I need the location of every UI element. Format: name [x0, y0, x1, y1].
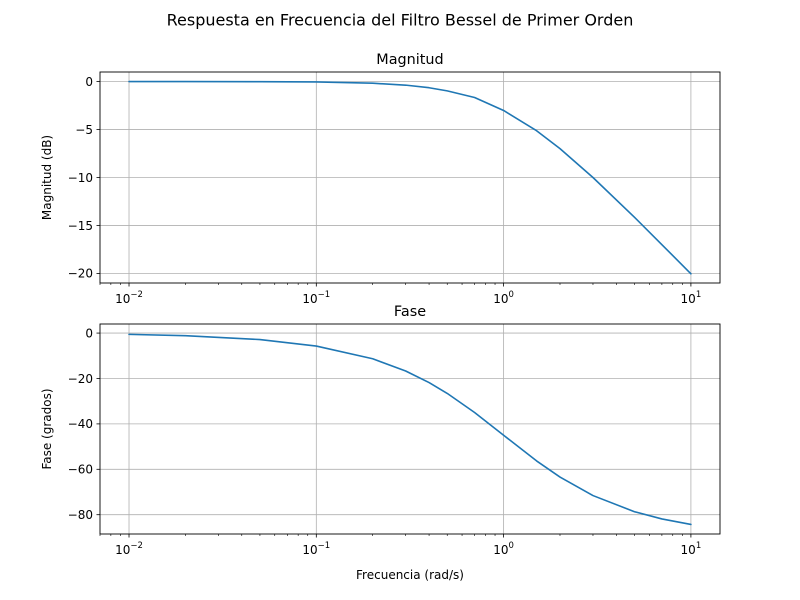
- phase-xtick-base: 10: [493, 543, 508, 557]
- magnitude-xtick-base: 10: [493, 292, 508, 306]
- magnitude-xtick-label: 10−1: [302, 290, 330, 306]
- phase-title: Fase: [394, 304, 426, 320]
- phase-xtick-exponent: −2: [130, 541, 143, 551]
- phase-xtick-exponent: 1: [696, 541, 701, 551]
- phase-xtick-exponent: 0: [509, 541, 514, 551]
- magnitude-xtick-exponent: 1: [696, 290, 701, 300]
- magnitude-ytick-label: 0: [85, 75, 93, 89]
- phase-xtick-label: 100: [493, 541, 514, 557]
- magnitude-xtick-base: 10: [302, 292, 317, 306]
- phase-axes-frame: [99, 323, 721, 535]
- phase-series-line: [128, 333, 692, 526]
- magnitude-ytick-label: −10: [68, 171, 93, 185]
- phase-ytick-label: −20: [68, 372, 93, 386]
- phase-ytick-label: −80: [68, 508, 93, 522]
- magnitude-xtick-label: 101: [681, 290, 702, 306]
- magnitude-xtick-label: 10−2: [115, 290, 143, 306]
- magnitude-xtick-base: 10: [681, 292, 696, 306]
- phase-xlabel: Frecuencia (rad/s): [356, 568, 464, 582]
- phase-ytick-label: −60: [68, 463, 93, 477]
- phase-ytick-label: −40: [68, 417, 93, 431]
- magnitude-xtick-label: 100: [493, 290, 514, 306]
- magnitude-ylabel: Magnitud (dB): [40, 135, 54, 220]
- phase-ylabel: Fase (grados): [40, 388, 54, 469]
- figure-suptitle: Respuesta en Frecuencia del Filtro Besse…: [167, 11, 634, 30]
- phase-xtick-label: 10−2: [115, 541, 143, 557]
- magnitude-xtick-exponent: 0: [509, 290, 514, 300]
- phase-xtick-base: 10: [302, 543, 317, 557]
- magnitude-xtick-exponent: −1: [318, 290, 331, 300]
- magnitude-ytick-label: −20: [68, 267, 93, 281]
- phase-xtick-label: 10−1: [302, 541, 330, 557]
- magnitude-title: Magnitud: [376, 52, 443, 68]
- phase-ytick-label: 0: [85, 326, 93, 340]
- phase-xtick-base: 10: [115, 543, 130, 557]
- phase-xtick-base: 10: [681, 543, 696, 557]
- magnitude-series-line: [128, 80, 692, 275]
- phase-xtick-exponent: −1: [318, 541, 331, 551]
- magnitude-xtick-base: 10: [115, 292, 130, 306]
- phase-xtick-label: 101: [681, 541, 702, 557]
- magnitude-axes: 10−2 10−1 100 1010−5−10−15−20MagnitudMagnit…: [40, 52, 721, 306]
- magnitude-ytick-label: −5: [75, 123, 93, 137]
- magnitude-xtick-exponent: −2: [130, 290, 143, 300]
- magnitude-axes-frame: [99, 71, 721, 284]
- magnitude-ytick-label: −15: [68, 219, 93, 233]
